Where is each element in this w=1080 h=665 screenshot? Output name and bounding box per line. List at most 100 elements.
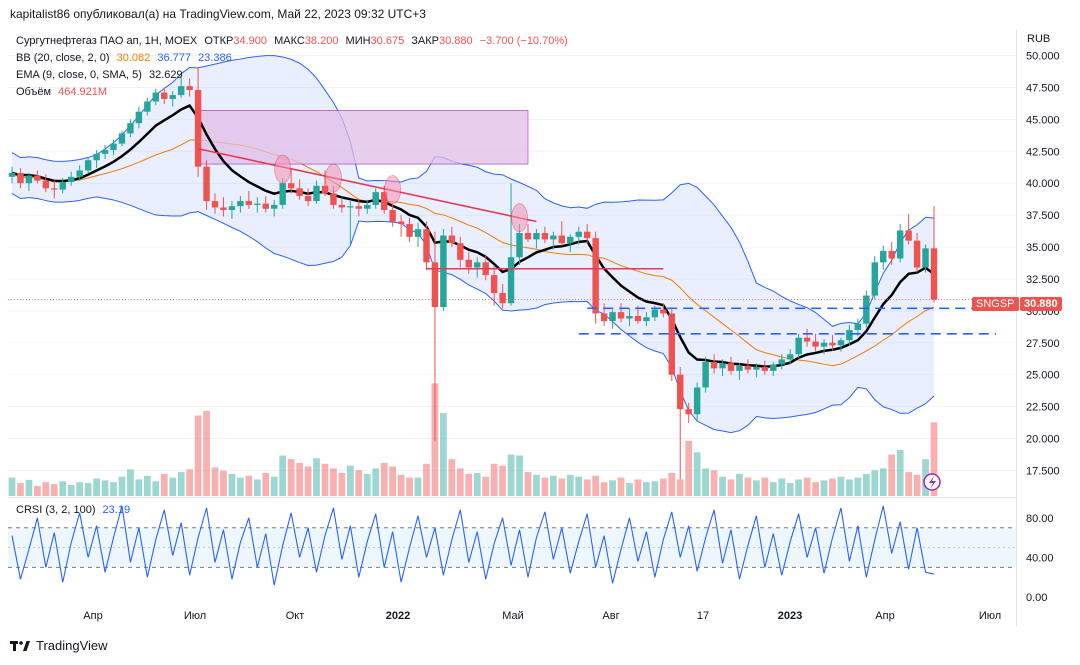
legend-symbol-row: Сургутнефтегаз ПАО ап, 1Н, MOEX ОТКР34.9… xyxy=(16,35,568,47)
price-tick-label: 27.500 xyxy=(1026,338,1060,350)
candle-body xyxy=(837,340,845,346)
volume-bar xyxy=(846,479,853,496)
candle-body xyxy=(397,221,405,225)
legend-bb-up: 36.777 xyxy=(157,52,191,64)
crsi-chart[interactable] xyxy=(8,498,1016,602)
footer-brand[interactable]: TradingView xyxy=(10,638,108,653)
candle-body xyxy=(795,337,802,355)
volume-bar xyxy=(829,478,836,496)
volume-bar xyxy=(330,468,337,496)
time-tick-label: Окт xyxy=(286,610,305,622)
volume-bar xyxy=(702,468,709,496)
candle-body xyxy=(778,359,785,365)
candle-body xyxy=(727,363,735,371)
candle-body xyxy=(262,203,269,209)
legend-high-label: МАКС xyxy=(274,35,305,47)
volume-bar xyxy=(152,481,160,496)
candle-body xyxy=(575,231,582,237)
volume-bar xyxy=(160,473,168,496)
candle-body xyxy=(609,312,616,322)
candle-body xyxy=(389,210,396,222)
volume-bar xyxy=(414,477,422,496)
last-price-tag: 30.880 xyxy=(1020,297,1062,311)
price-panel[interactable] xyxy=(8,30,1016,496)
candle-body xyxy=(626,315,633,319)
candle-body xyxy=(17,172,24,184)
volume-bar xyxy=(490,463,498,496)
candle-body xyxy=(237,201,244,207)
price-axis-svg[interactable]: 50.000 47.500 45.000 42.500 40.000 37.500 35.0… xyxy=(1016,30,1080,620)
volume-bar xyxy=(355,470,363,496)
volume-bar xyxy=(67,484,75,496)
candle-body xyxy=(42,180,50,189)
price-tick-label: 40.000 xyxy=(1026,178,1060,190)
volume-bar xyxy=(270,476,278,496)
volume-bar xyxy=(296,462,303,496)
footer-brand-label: TradingView xyxy=(36,638,108,653)
volume-bar xyxy=(372,468,380,496)
candle-body xyxy=(550,235,557,240)
legend-vol: 464.921M xyxy=(58,86,108,98)
legend-ema-label: EMA (9, close, 0, SMA, 5) xyxy=(16,69,142,81)
candle-body xyxy=(516,232,523,258)
candle-body xyxy=(406,224,413,237)
candle-body xyxy=(380,192,388,211)
candle-body xyxy=(753,367,760,370)
volume-bar xyxy=(245,475,253,496)
price-chart[interactable] xyxy=(8,30,1016,496)
volume-bar xyxy=(499,465,506,496)
candle-body xyxy=(490,275,498,294)
volume-bar xyxy=(448,459,456,496)
candle-body xyxy=(888,250,895,259)
candle-body xyxy=(896,230,904,259)
candle-body xyxy=(279,183,286,205)
candle-body xyxy=(203,166,210,202)
time-tick-label: 17 xyxy=(697,610,709,622)
candle-body xyxy=(786,354,794,360)
ticker-tag: SNGSP xyxy=(972,297,1019,311)
time-axis-svg[interactable]: Апр Июл Окт 2022 Май Авг 17 2023 Апр Июл xyxy=(8,604,1016,626)
volume-bar xyxy=(719,476,726,496)
volume-bar xyxy=(871,470,879,496)
volume-bar xyxy=(262,473,270,496)
volume-bar xyxy=(592,475,600,496)
time-axis[interactable]: Апр Июл Окт 2022 Май Авг 17 2023 Апр Июл xyxy=(8,604,1016,626)
volume-bar xyxy=(321,463,329,496)
candle-body xyxy=(812,341,819,347)
volume-bar xyxy=(423,463,430,496)
crsi-tick-label: 80.00 xyxy=(1026,513,1054,525)
volume-bar xyxy=(549,475,557,496)
volume-bar xyxy=(524,472,532,496)
legend-high: 38.200 xyxy=(304,35,339,47)
volume-bar xyxy=(896,450,904,496)
crsi-tick-label: 40.00 xyxy=(1026,552,1054,564)
volume-bar xyxy=(617,477,625,496)
volume-bar xyxy=(363,473,371,496)
candle-body xyxy=(592,238,599,314)
volume-bar xyxy=(389,466,397,496)
volume-bar xyxy=(313,458,320,496)
volume-bar xyxy=(693,452,701,496)
price-axis[interactable]: 50.000 47.500 45.000 42.500 40.000 37.500 35.0… xyxy=(1016,30,1080,620)
volume-bar xyxy=(533,474,540,496)
volume-bar xyxy=(930,422,938,496)
candle-body xyxy=(499,293,506,304)
candle-body xyxy=(177,86,185,96)
candle-body xyxy=(651,309,659,318)
time-tick-label: Июл xyxy=(979,610,1001,622)
candle-body xyxy=(127,123,134,134)
touch-marker xyxy=(511,203,528,233)
candle-body xyxy=(880,250,887,263)
legend-bb-label: BB (20, close, 2, 0) xyxy=(16,52,110,64)
candle-body xyxy=(719,363,726,369)
volume-bar xyxy=(676,479,684,496)
crsi-panel[interactable] xyxy=(8,498,1016,602)
volume-bar xyxy=(651,481,659,496)
volume-bar xyxy=(42,482,50,496)
candle-body xyxy=(913,240,921,268)
volume-bar xyxy=(143,475,151,496)
volume-bar xyxy=(685,440,693,496)
volume-bar xyxy=(203,410,210,496)
price-tick-label: 32.500 xyxy=(1026,274,1060,286)
bollinger-lower xyxy=(11,192,935,434)
